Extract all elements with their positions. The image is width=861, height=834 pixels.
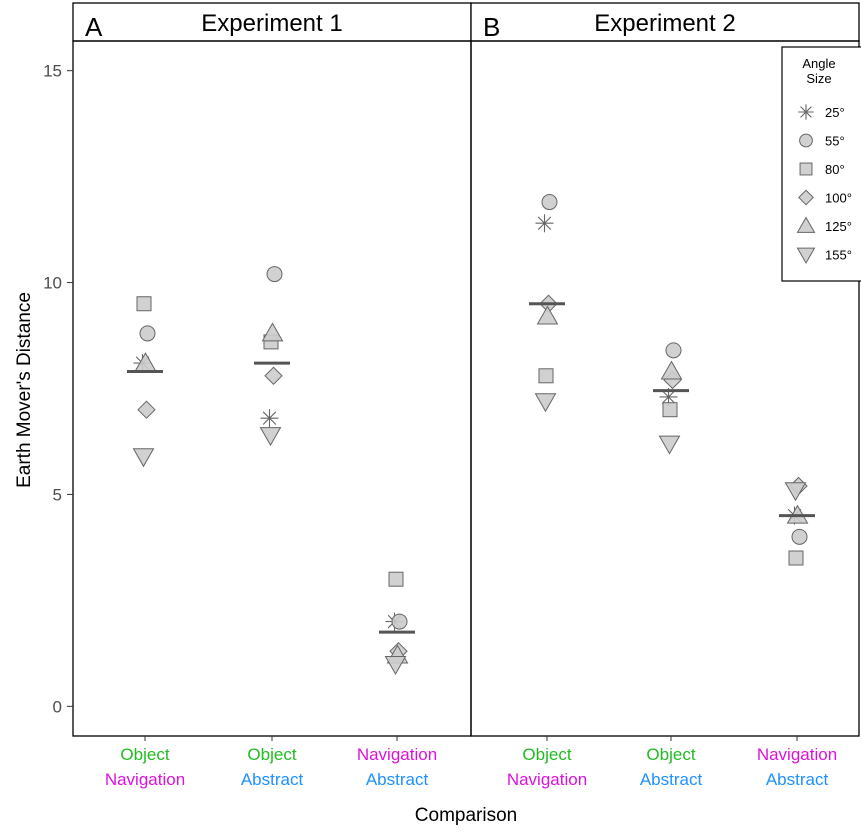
y-tick-label: 0: [53, 697, 62, 716]
panel-tag: B: [483, 12, 500, 42]
data-point-triangle-down: [784, 482, 807, 502]
category-label-line1: Navigation: [757, 745, 837, 764]
legend-key-triangle-up: [796, 216, 816, 233]
legend-key-square: [799, 162, 813, 176]
category-label-line2: Abstract: [241, 770, 304, 789]
category-label-line2: Abstract: [766, 770, 829, 789]
data-point-triangle-down: [132, 448, 155, 468]
category-label-line1: Object: [646, 745, 695, 764]
y-axis-title: Earth Mover's Distance: [14, 292, 35, 488]
legend-title: Size: [806, 71, 831, 86]
legend-key-triangle-down: [796, 247, 816, 265]
panel-tag: A: [85, 12, 103, 42]
category-label-line2: Navigation: [507, 770, 587, 789]
panel-b: Experiment 2 B Object Navigation Object Abstr…: [470, 2, 860, 789]
legend-label: 25°: [825, 105, 845, 120]
category-label-line1: Navigation: [357, 745, 437, 764]
data-point-triangle-up: [261, 322, 284, 342]
data-point-circle: [139, 325, 156, 342]
data-point-circle: [791, 528, 808, 545]
panels: Experiment 1 A Object Navigation Object Abstr…: [72, 2, 860, 789]
data-point-circle: [391, 613, 408, 630]
category-label-line1: Object: [522, 745, 571, 764]
legend-box: [781, 46, 861, 282]
legend-title: Angle: [802, 56, 835, 71]
category-label-line1: Object: [120, 745, 169, 764]
plot-frame: [470, 40, 860, 737]
strip-title: Experiment 1: [201, 10, 342, 37]
category-label-line1: Object: [247, 745, 296, 764]
data-point-asterisk: [535, 214, 554, 233]
x-axis-title: Comparison: [415, 805, 517, 826]
data-point-triangle-down: [259, 427, 282, 447]
data-point-square: [388, 571, 404, 587]
data-point-diamond: [137, 400, 156, 419]
data-point-circle: [541, 194, 558, 211]
legend-label: 55°: [825, 134, 845, 149]
legend-key-diamond: [798, 189, 814, 206]
data-point-square: [788, 550, 804, 566]
y-tick-label: 15: [43, 62, 62, 81]
data-point-triangle-down: [384, 655, 407, 675]
data-point-asterisk: [260, 409, 279, 428]
panel-a: Experiment 1 A Object Navigation Object Abstr…: [72, 2, 472, 789]
data-point-diamond: [264, 366, 283, 385]
legend-key-circle: [799, 133, 813, 148]
legend-label: 125°: [825, 219, 852, 234]
data-point-square: [538, 368, 554, 384]
data-point-asterisk: [659, 387, 678, 406]
data-point-circle: [665, 342, 682, 359]
data-point-circle: [266, 266, 283, 283]
y-axis: 0 5 10 15: [43, 62, 73, 716]
category-label-line2: Navigation: [105, 770, 185, 789]
strip-header: [72, 2, 472, 42]
y-tick-label: 5: [53, 485, 62, 504]
legend-label: 155°: [825, 248, 852, 263]
category-label-line2: Abstract: [366, 770, 429, 789]
legend-key-asterisk: [798, 104, 814, 120]
data-point-triangle-down: [534, 393, 557, 413]
legend-label: 80°: [825, 162, 845, 177]
data-point-triangle-up: [134, 352, 157, 372]
data-point-triangle-down: [658, 435, 681, 455]
data-point-square: [136, 296, 152, 312]
category-label-line2: Abstract: [640, 770, 703, 789]
data-point-triangle-up: [660, 360, 683, 380]
strip-title: Experiment 2: [594, 10, 735, 37]
data-point-square: [662, 402, 678, 418]
y-tick-label: 10: [43, 274, 62, 293]
legend-label: 100°: [825, 191, 852, 206]
data-point-triangle-up: [536, 305, 559, 325]
